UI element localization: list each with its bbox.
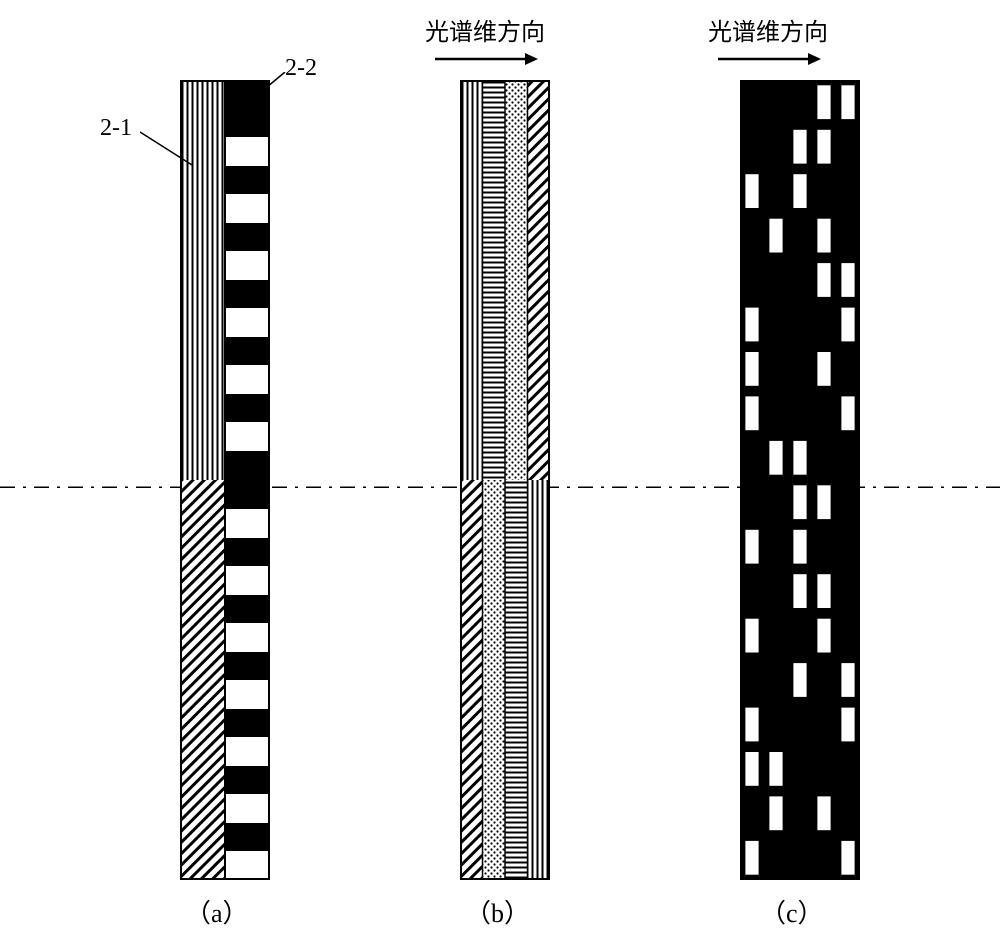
figure-b [460,80,550,885]
figure-c-label: （c） [760,893,824,930]
annot-21-text: 2-1 [100,115,132,142]
figure-c-arrow-label: 光谱维方向 [708,12,828,69]
arrow-right-icon [430,49,540,69]
figure-b-label: （b） [465,893,530,930]
annot-21-leader [140,120,195,170]
figure-b-arrow-label: 光谱维方向 [425,12,545,69]
arrow-right-icon [713,49,823,69]
figure-c [740,80,860,885]
spectral-dim-text-c: 光谱维方向 [708,12,828,47]
figure-a [180,80,270,885]
figure-a-label: （a） [185,893,249,930]
spectral-dim-text-b: 光谱维方向 [425,12,545,47]
figure-c-svg [740,80,860,880]
figure-b-svg [460,80,550,880]
annot-22-leader [255,72,290,102]
figure-a-svg [180,80,270,880]
panel-a-bot-left [180,480,225,880]
